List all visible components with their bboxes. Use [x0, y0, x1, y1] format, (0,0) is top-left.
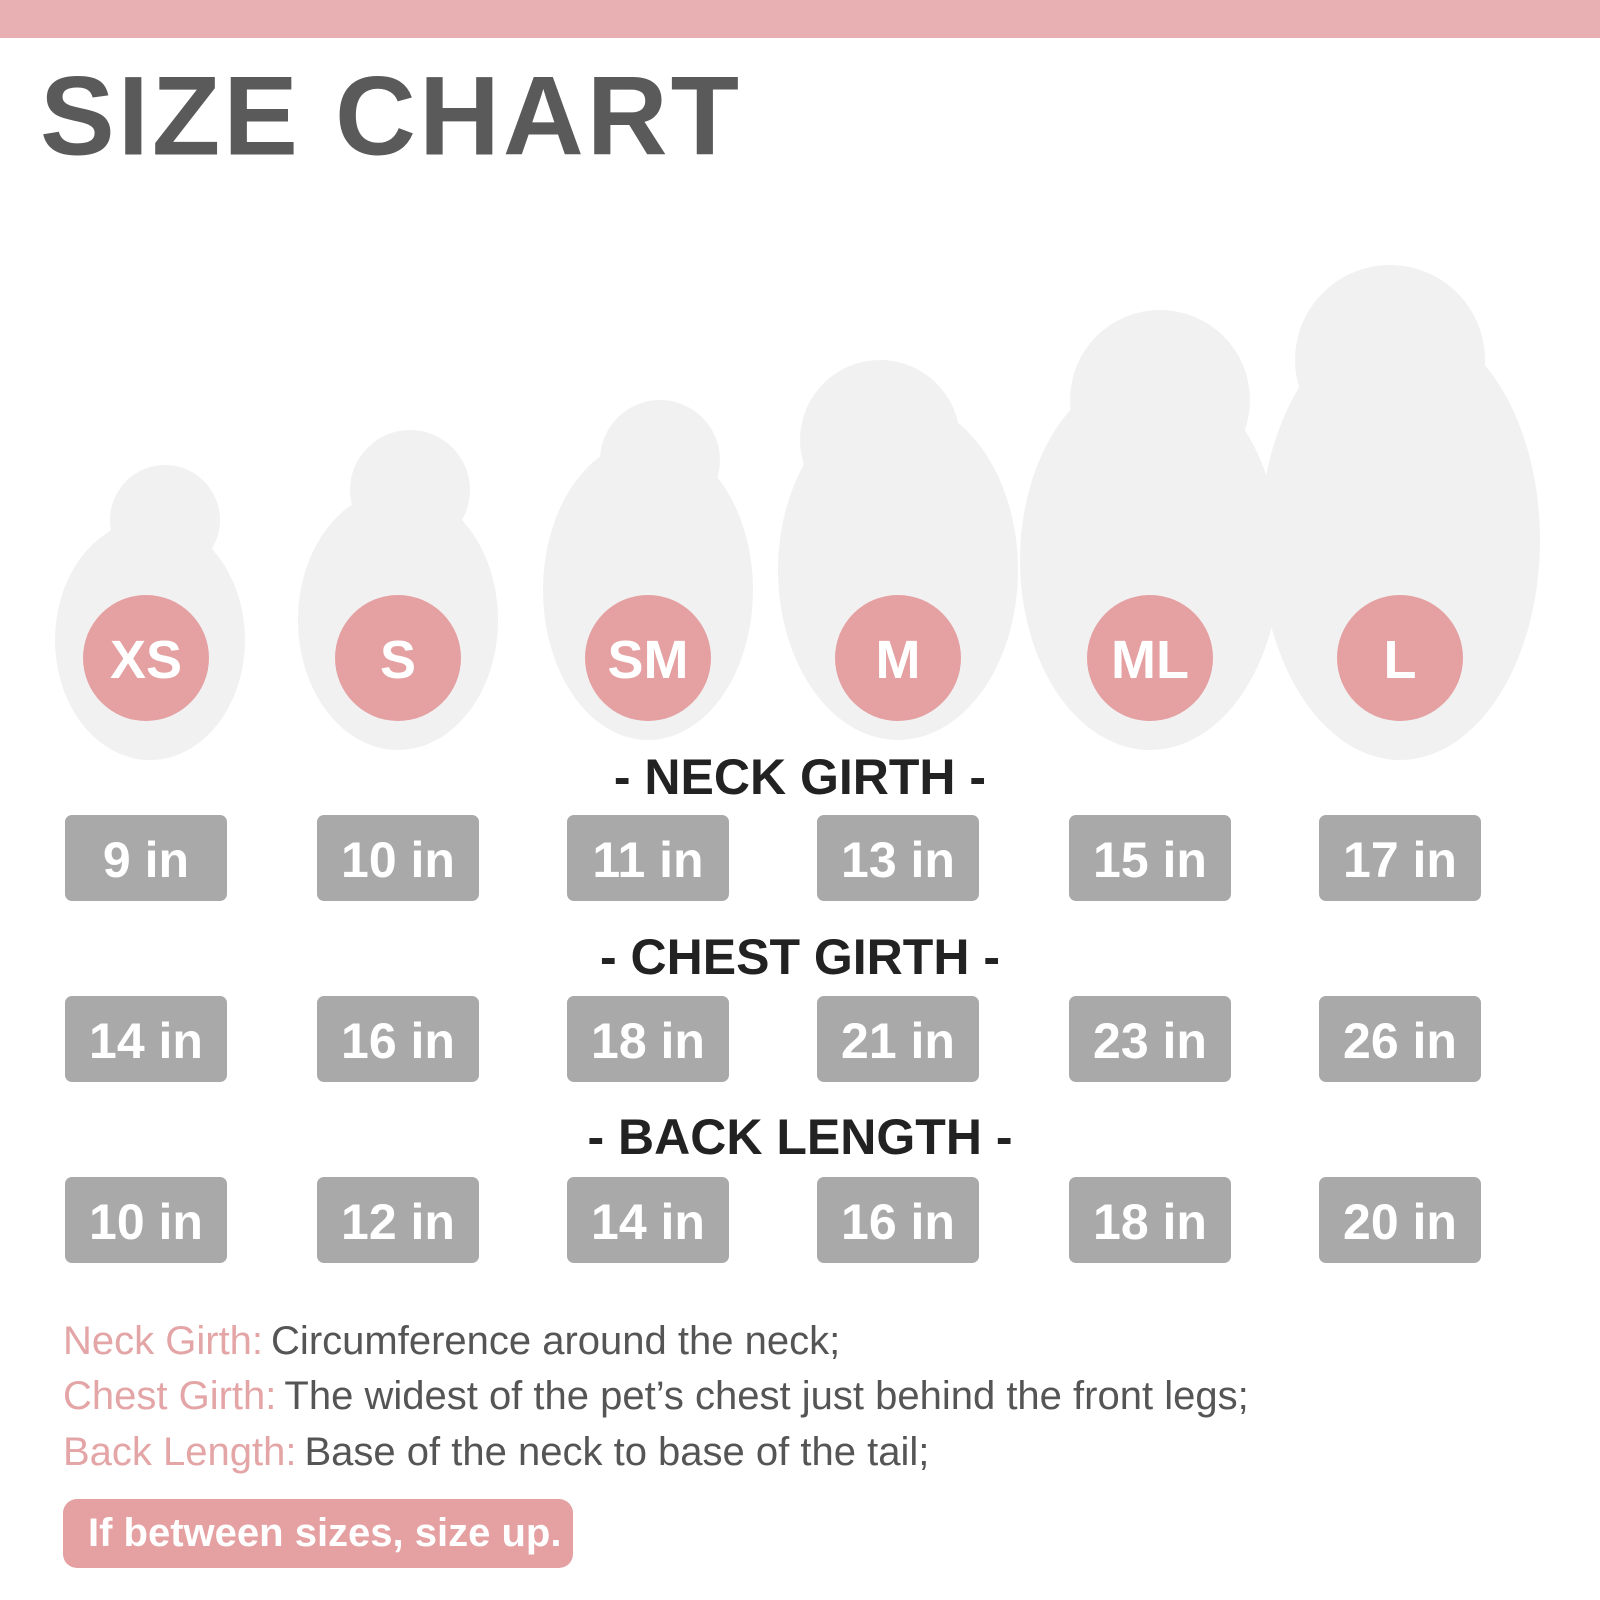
value-text: 16 in: [341, 1013, 455, 1069]
value-box: [817, 996, 979, 1082]
size-badge: [1337, 595, 1463, 721]
size-label: L: [1384, 630, 1417, 690]
size-badge: [1087, 595, 1213, 721]
value-text: 17 in: [1343, 832, 1457, 888]
value-box: [567, 996, 729, 1082]
size-badge: [83, 595, 209, 721]
definition-term: Neck Girth:: [63, 1319, 263, 1363]
definition-term: Chest Girth:: [63, 1374, 276, 1418]
value-text: 13 in: [841, 832, 955, 888]
value-text: 18 in: [591, 1013, 705, 1069]
value-text: 15 in: [1093, 832, 1207, 888]
size-label: ML: [1111, 630, 1189, 690]
value-text: 23 in: [1093, 1013, 1207, 1069]
size-badge: [585, 595, 711, 721]
value-text: 14 in: [89, 1013, 203, 1069]
dog-silhouettes: [55, 265, 1540, 760]
value-box: [1319, 1177, 1481, 1263]
definition-text: The widest of the pet’s chest just behin…: [284, 1374, 1248, 1418]
note-pill: [63, 1499, 573, 1568]
value-box: [65, 815, 227, 901]
note: If between sizes, size up.: [88, 1511, 561, 1555]
value-text: 11 in: [592, 832, 703, 888]
value-box: [1069, 1177, 1231, 1263]
value-box: [567, 815, 729, 901]
definition-text: Base of the neck to base of the tail;: [305, 1430, 930, 1474]
value-box: [1319, 996, 1481, 1082]
value-box: [317, 815, 479, 901]
size-label: SM: [608, 630, 689, 690]
value-box: [567, 1177, 729, 1263]
definition: Back Length: Base of the neck to base of …: [63, 1430, 929, 1474]
title: SIZE CHART: [40, 54, 742, 179]
size-label: S: [380, 630, 416, 690]
value-text: 20 in: [1343, 1194, 1457, 1250]
value-box: [817, 815, 979, 901]
size-badge: [335, 595, 461, 721]
value-text: 10 in: [89, 1194, 203, 1250]
section-header: - BACK LENGTH -: [588, 1109, 1013, 1165]
value-box: [1319, 815, 1481, 901]
definition: Neck Girth: Circumference around the neck…: [63, 1319, 840, 1363]
section-header: - CHEST GIRTH -: [600, 929, 1000, 985]
value-box: [317, 1177, 479, 1263]
definition-text: Circumference around the neck;: [271, 1319, 840, 1363]
value-box: [1069, 815, 1231, 901]
value-box: [65, 1177, 227, 1263]
value-text: 10 in: [341, 832, 455, 888]
value-text: 21 in: [841, 1013, 955, 1069]
definition: Chest Girth: The widest of the pet’s ches…: [63, 1374, 1249, 1418]
value-text: 26 in: [1343, 1013, 1457, 1069]
value-text: 16 in: [841, 1194, 955, 1250]
value-box: [1069, 996, 1231, 1082]
value-text: 14 in: [591, 1194, 705, 1250]
value-box: [65, 996, 227, 1082]
value-text: 12 in: [341, 1194, 455, 1250]
size-label: XS: [110, 630, 182, 690]
size-label: M: [876, 630, 921, 690]
value-box: [317, 996, 479, 1082]
top-bar: [0, 0, 1600, 38]
value-text: 18 in: [1093, 1194, 1207, 1250]
value-text: 9 in: [103, 832, 189, 888]
size-badge: [835, 595, 961, 721]
value-box: [817, 1177, 979, 1263]
definition-term: Back Length:: [63, 1430, 297, 1474]
section-header: - NECK GIRTH -: [614, 749, 986, 805]
